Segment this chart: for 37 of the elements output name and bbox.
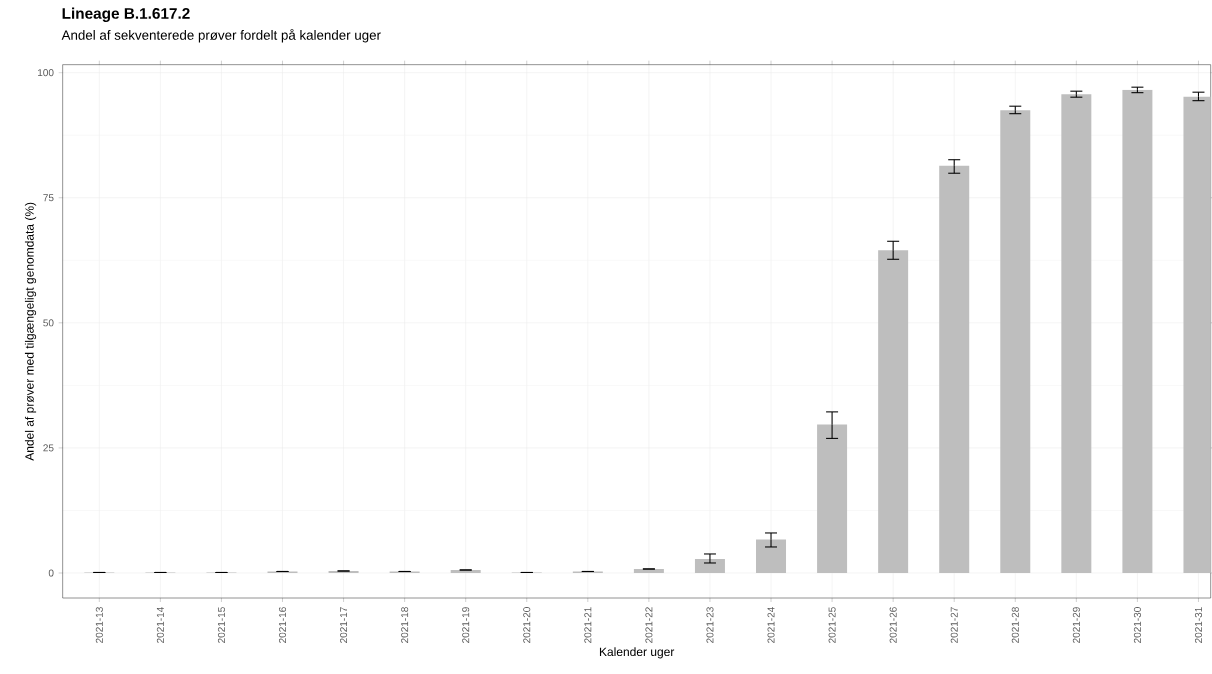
- bar: [939, 165, 970, 573]
- x-tick-label: 2021-26: [889, 607, 897, 643]
- x-tick-label: 2021-23: [706, 607, 714, 643]
- x-tick-label: 2021-29: [1072, 607, 1080, 643]
- x-tick-label: 2021-13: [95, 607, 103, 643]
- x-tick-label: 2021-14: [156, 607, 164, 643]
- x-tick-label: 2021-16: [278, 607, 287, 643]
- y-tick-label: 75: [43, 194, 54, 202]
- y-tick-label: 100: [38, 69, 54, 77]
- bar: [1122, 89, 1153, 573]
- bar: [694, 558, 725, 573]
- y-tick-label: 50: [43, 319, 54, 327]
- x-tick-label: 2021-17: [340, 607, 348, 643]
- x-tick-label: 2021-27: [950, 607, 958, 643]
- x-tick-label: 2021-28: [1011, 607, 1019, 643]
- x-tick-label: 2021-21: [584, 607, 592, 643]
- x-tick-label: 2021-24: [767, 607, 775, 643]
- x-tick-label: 2021-15: [217, 607, 225, 643]
- x-tick-label: 2021-20: [523, 607, 531, 643]
- bar: [878, 250, 909, 573]
- x-axis-title: Kalender uger: [599, 647, 675, 659]
- bar: [1061, 94, 1092, 573]
- chart-title: Lineage B.1.617.2: [62, 7, 190, 22]
- y-axis-title: Andel af prøver med tilgængeligt genomdata (%): [24, 202, 37, 461]
- x-tick-label: 2021-30: [1133, 607, 1141, 643]
- y-tick-label: 0: [48, 569, 54, 577]
- bar: [633, 568, 664, 573]
- bar: [756, 539, 787, 573]
- bar: [1000, 110, 1031, 573]
- x-tick-label: 2021-25: [828, 607, 836, 643]
- x-tick-label: 2021-19: [462, 607, 470, 643]
- x-tick-label: 2021-22: [645, 607, 653, 643]
- bar: [817, 424, 848, 573]
- x-tick-label: 2021-31: [1194, 607, 1203, 643]
- chart-subtitle: Andel af sekventerede prøver fordelt på kalender uger: [61, 28, 381, 43]
- y-tick-label: 25: [43, 444, 54, 452]
- x-tick-label: 2021-18: [401, 607, 409, 643]
